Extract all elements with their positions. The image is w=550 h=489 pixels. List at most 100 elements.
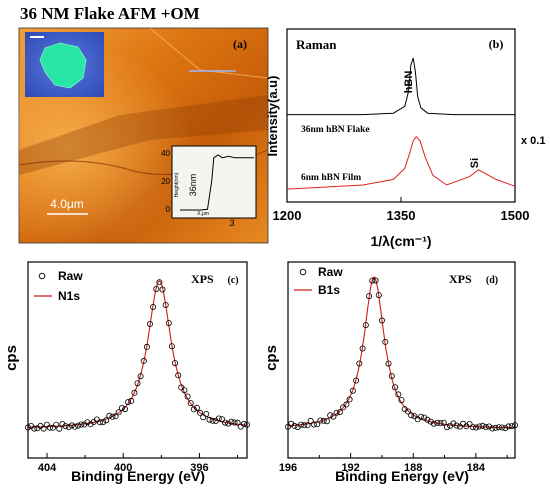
panel-b-label: (b) <box>489 37 504 51</box>
xps-c-raw-point <box>193 404 200 411</box>
xps-d-title: XPS <box>449 272 472 286</box>
xps-d-raw-point <box>473 424 480 431</box>
xps-c-raw-point <box>222 419 229 426</box>
xps-c-raw-point <box>128 397 135 404</box>
xps-d-raw-point <box>304 422 311 429</box>
height-profile-line <box>180 154 254 211</box>
xps-d-raw-point <box>336 409 343 416</box>
raman-xlabel: 1/λ(cm⁻¹) <box>370 233 431 249</box>
xps-c-raw-point <box>40 425 47 432</box>
afm-flake-edge <box>19 95 268 175</box>
xps-d-raw-point <box>343 401 350 408</box>
xps-d-raw-point <box>482 423 489 430</box>
xps-c-raw-point <box>197 409 204 416</box>
xps-c-raw-point <box>109 413 116 420</box>
xps-d-raw-point <box>356 360 363 367</box>
xps-d-data: 196 192 188 184 <box>279 276 519 474</box>
inset-xlabel: X,μm <box>197 211 209 217</box>
xps-c-raw-point <box>215 415 222 422</box>
xps-c-raw-point <box>146 320 153 327</box>
xps-d-raw-point <box>320 417 327 424</box>
panel-a-label: (a) <box>233 37 247 51</box>
xps-c-raw-point <box>181 387 188 394</box>
raman-series-film-label: 6nm hBN Film <box>301 173 361 183</box>
xps-d-raw-point <box>417 413 424 420</box>
raman-ylabel: Intensity(a.u) <box>265 76 280 157</box>
xps-d-raw-point <box>307 417 314 424</box>
xps-d-x-tick-label-2: 188 <box>404 462 422 474</box>
xps-d-legend-fit-label: B1s <box>318 283 340 297</box>
xps-d-raw-point <box>469 424 476 431</box>
raman-series-film-line <box>286 135 516 190</box>
xps-d-raw-point <box>391 384 398 391</box>
xps-c-raw-point <box>165 320 172 327</box>
xps-d-raw-point <box>440 419 447 426</box>
xps-d-raw-point <box>323 418 330 425</box>
xps-d-raw-point <box>427 418 434 425</box>
xps-d-raw-point <box>508 423 515 430</box>
xps-d-x-tick-label-0: 196 <box>279 462 297 474</box>
xps-c-raw-point <box>240 420 247 427</box>
xps-c-raw-point <box>209 417 216 424</box>
xps-c-raw-point <box>100 419 107 426</box>
inset-y-tick-0: 40 <box>161 149 170 158</box>
xps-c-raw-point <box>46 424 53 431</box>
xps-d-raw-point <box>291 422 298 429</box>
xps-c-raw-point <box>175 372 182 379</box>
panel-c-label: (c) <box>227 275 238 286</box>
xps-c-raw-point <box>190 406 197 413</box>
xps-d-raw-point <box>353 377 360 384</box>
xps-d-raw-point <box>330 413 337 420</box>
xps-c-raw-point <box>53 421 60 428</box>
xps-c-raw-point <box>24 424 31 431</box>
inset-y-tick-2: 0 <box>166 205 171 214</box>
panel-a: (a) 4.0μm 40 20 0 Height(nm) 36nm X,μm 3 <box>18 27 269 244</box>
xps-d-raw-point <box>327 412 334 419</box>
height-profile-frame <box>171 145 257 219</box>
inset-y-tick-1: 20 <box>161 177 170 186</box>
xps-c-raw-point <box>162 301 169 308</box>
xps-d-xlabel: Binding Energy (eV) <box>335 468 469 484</box>
xps-c-raw-point <box>131 389 138 396</box>
xps-d-raw-point <box>362 322 369 329</box>
inset-ylabel: Height(nm) <box>174 172 180 197</box>
xps-c-x-tick-label-1: 400 <box>114 462 132 474</box>
raman-x-tick-label-0: 1200 <box>273 208 302 223</box>
xps-d-x-tick-label-3: 184 <box>467 462 486 474</box>
raman-plot-frame <box>286 28 516 203</box>
xps-c-title: XPS <box>191 272 214 286</box>
raman-si-annotation: Si <box>469 158 481 168</box>
xps-d-raw-point <box>495 424 502 431</box>
xps-c-raw-point <box>159 286 166 293</box>
xps-c-raw-point <box>225 420 232 427</box>
xps-c-raw-point <box>122 406 129 413</box>
xps-c-raw-point <box>84 419 91 426</box>
xps-d-raw-point <box>372 277 379 284</box>
xps-c-raw-point <box>206 416 213 423</box>
xps-c-raw-point <box>143 343 150 350</box>
xps-c-raw-point <box>200 414 207 421</box>
raman-x-tick-label-2: 1500 <box>501 208 530 223</box>
xps-c-raw-point <box>50 424 57 431</box>
raman-series-flake-line <box>287 57 515 116</box>
xps-d-raw-point <box>314 421 321 428</box>
xps-d-raw-point <box>378 317 385 324</box>
xps-d-raw-point <box>366 293 373 300</box>
xps-d-raw-point <box>375 292 382 299</box>
xps-d-raw-point <box>369 277 376 284</box>
xps-d-legend-raw-label: Raw <box>318 265 343 279</box>
xps-c-raw-point <box>187 400 194 407</box>
xps-d-raw-point <box>424 416 431 423</box>
xps-d-raw-point <box>512 422 519 429</box>
xps-d-raw-point <box>395 391 402 398</box>
xps-d-raw-point <box>486 423 493 430</box>
xps-d-raw-point <box>437 420 444 427</box>
panel-d: XPS (d) Raw B1s cps Binding Energy (eV) … <box>263 261 519 484</box>
xps-d-raw-point <box>453 422 460 429</box>
raman-peak-annotation: hBN <box>403 71 415 94</box>
xps-d-raw-point <box>434 419 441 426</box>
xps-c-raw-point <box>134 380 141 387</box>
xps-c-raw-point <box>150 303 157 310</box>
xps-c-raw-point <box>75 422 82 429</box>
xps-d-raw-point <box>404 408 411 415</box>
